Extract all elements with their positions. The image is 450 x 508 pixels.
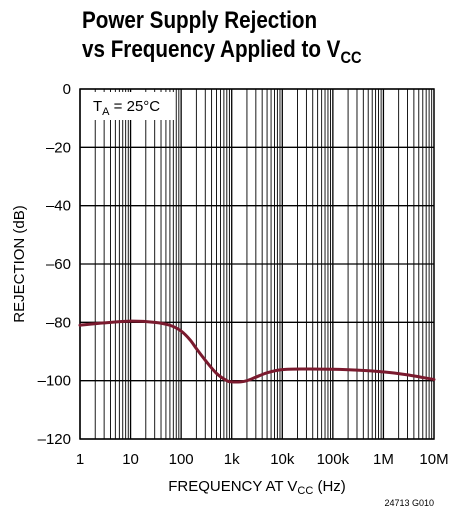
plot-frame <box>79 88 435 440</box>
y-tick-label: –40 <box>46 198 71 215</box>
x-tick-label: 1M <box>373 451 394 468</box>
y-tick-label: –120 <box>38 431 71 448</box>
grid <box>79 88 434 440</box>
annotation-main: T <box>93 98 102 115</box>
x-tick-labels: 1 10 100 1k 10k 100k 1M 10M <box>76 451 449 468</box>
title-line-2: vs Frequency Applied to VCC <box>82 35 392 72</box>
x-tick-label: 10k <box>270 451 295 468</box>
x-tick-label: 100 <box>169 451 194 468</box>
x-tick-label: 10M <box>419 451 448 468</box>
x-axis-label-sub: CC <box>297 485 313 497</box>
x-tick-label: 1k <box>224 451 240 468</box>
y-tick-label: –80 <box>46 314 71 331</box>
annotation: TA = 25°C <box>83 92 175 120</box>
x-tick-label: 100k <box>317 451 350 468</box>
title-line-2-sub: CC <box>340 48 362 67</box>
y-tick-label: –20 <box>46 139 71 156</box>
series-line-0 <box>78 319 436 384</box>
title-line-1: Power Supply Rejection <box>82 7 318 34</box>
x-axis-label-tail: (Hz) <box>313 478 346 495</box>
y-tick-labels: 0 –20 –40 –60 –80 –100 –120 <box>38 81 71 448</box>
annotation-tail: = 25°C <box>110 98 161 115</box>
x-tick-label: 10 <box>122 451 139 468</box>
x-tick-label: 1 <box>76 451 84 468</box>
title-line-2-main: vs Frequency Applied to V <box>82 36 341 63</box>
annotation-text: TA = 25°C <box>93 98 160 118</box>
annotation-sub: A <box>102 106 110 118</box>
x-axis-label: FREQUENCY AT VCC (Hz) <box>168 478 346 497</box>
y-tick-label: 0 <box>63 81 71 98</box>
y-tick-label: –100 <box>38 373 71 390</box>
figure-code: 24713 G010 <box>384 498 434 508</box>
series-group <box>78 319 436 384</box>
x-axis-label-main: FREQUENCY AT V <box>168 478 297 495</box>
y-axis-label: REJECTION (dB) <box>11 205 28 323</box>
annotation-background <box>83 92 175 120</box>
y-tick-label: –60 <box>46 256 71 273</box>
chart-title: Power Supply Rejection vs Frequency Appl… <box>82 6 392 72</box>
